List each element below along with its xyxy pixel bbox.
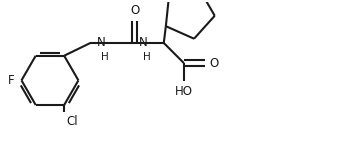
Text: O: O xyxy=(209,56,219,70)
Text: H: H xyxy=(101,52,109,62)
Text: N: N xyxy=(139,36,148,49)
Text: N: N xyxy=(97,36,106,49)
Text: O: O xyxy=(130,4,139,17)
Text: H: H xyxy=(143,52,151,62)
Text: Cl: Cl xyxy=(66,115,78,128)
Text: F: F xyxy=(8,74,15,87)
Text: HO: HO xyxy=(175,85,193,98)
